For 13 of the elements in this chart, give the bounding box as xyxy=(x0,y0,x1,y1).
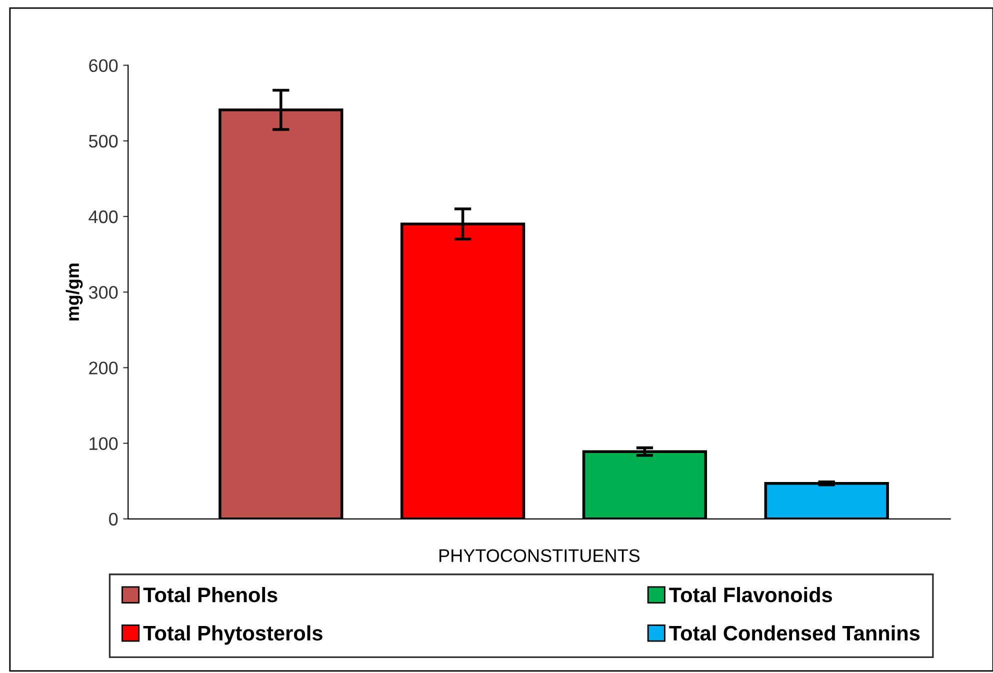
x-axis-title: PHYTOCONSTITUENTS xyxy=(440,549,640,562)
legend-label: Total Phenols xyxy=(143,587,278,602)
legend-label: Total Condensed Tannins xyxy=(669,625,920,641)
y-tick-label: 0 xyxy=(109,512,118,526)
y-tick-label: 400 xyxy=(88,210,118,224)
y-tick-label: 100 xyxy=(90,437,118,450)
y-tick-label: 600 xyxy=(89,59,118,72)
y-axis-title: mg/gm xyxy=(66,264,83,320)
legend-label: Total Phytosterols xyxy=(143,625,322,645)
y-tick-label: 200 xyxy=(89,362,118,374)
y-tick-label: 500 xyxy=(88,134,118,148)
y-tick-label: 300 xyxy=(88,286,118,299)
legend-label: Total Flavonoids xyxy=(669,587,832,602)
